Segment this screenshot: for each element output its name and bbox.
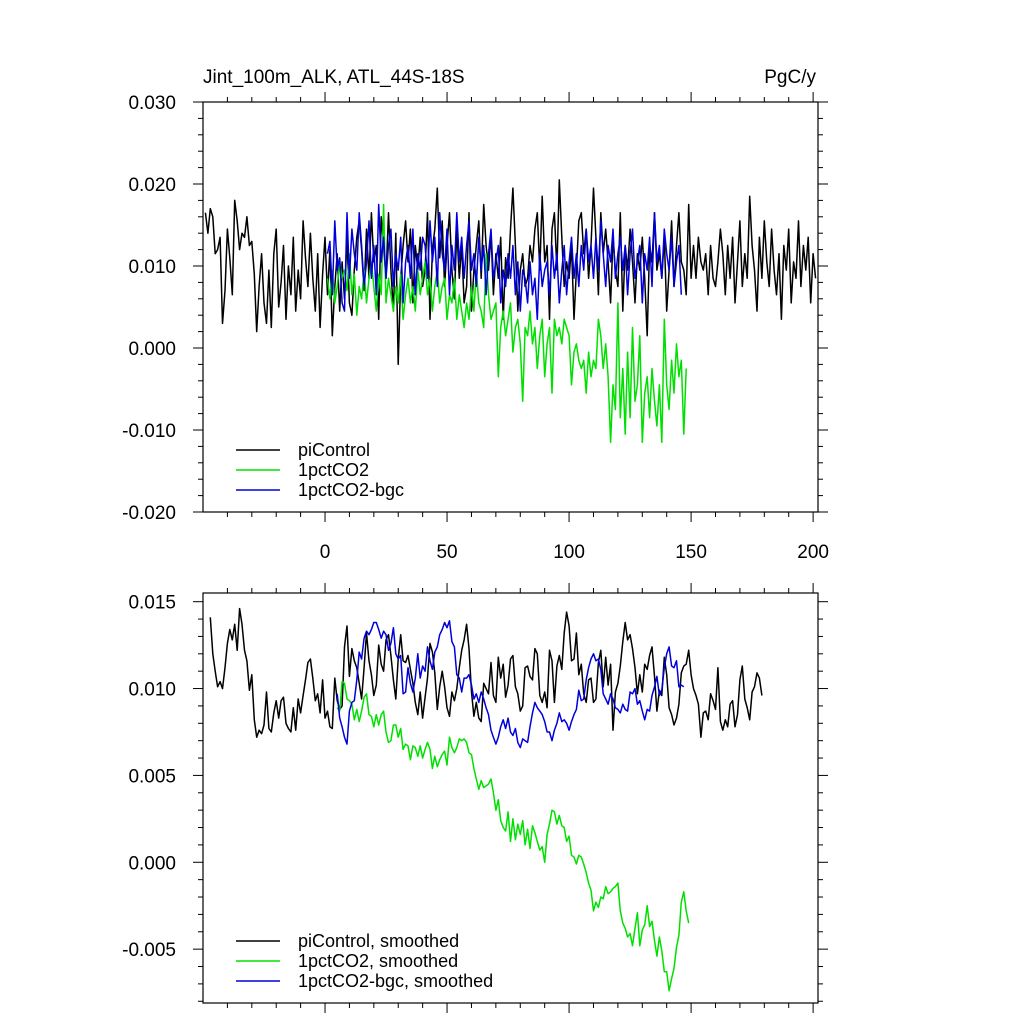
y-tick-label: 0.030 (128, 93, 176, 114)
x-tick-label: 200 (797, 542, 829, 563)
y-tick-label: 0.010 (128, 257, 176, 278)
series-line-1pctco2 (326, 203, 687, 444)
series-line-1pctco2-bgc (326, 203, 683, 321)
y-tick-label: -0.020 (122, 503, 176, 524)
y-tick-label: 0.000 (128, 853, 176, 874)
x-tick-label: 150 (675, 542, 707, 563)
legend-entry: piControl (298, 440, 370, 460)
x-tick-label: 50 (436, 542, 457, 563)
legend-entry: 1pctCO2-bgc (298, 480, 404, 500)
plot-frame (202, 592, 819, 1004)
chart-title: Jint_100m_ALK, ATL_44S-18S (203, 67, 465, 88)
y-tick-label: 0.010 (128, 680, 176, 701)
top-panel: 0 50 100 150 200 -0.020 -0.010 0.000 0.010 0.020 0… (122, 67, 829, 563)
bottom-panel: -0.005 0.000 0.005 0.010 0.015 piControl, smo… (122, 583, 828, 1013)
legend-entry: 1pctCO2-bgc, smoothed (298, 971, 493, 991)
y-tick-label: 0.015 (128, 593, 176, 614)
y-tick-label: 0.000 (128, 339, 176, 360)
plot-frame (202, 101, 819, 513)
x-tick-label: 0 (320, 542, 331, 563)
series-line-1pctco2-smoothed (336, 680, 690, 992)
x-tick-label: 100 (553, 542, 585, 563)
series-line-picontrol (204, 179, 817, 366)
legend-entry: piControl, smoothed (298, 931, 459, 951)
legend-entry: 1pctCO2, smoothed (298, 951, 458, 971)
units-label: PgC/y (764, 67, 816, 88)
y-tick-label: 0.020 (128, 175, 176, 196)
series-line-1pctco2-bgc-smoothed (336, 620, 685, 749)
legend-entry: 1pctCO2 (298, 460, 369, 480)
series-line-picontrol-smoothed (209, 607, 763, 738)
y-tick-label: 0.005 (128, 766, 176, 787)
y-tick-label: -0.010 (122, 421, 176, 442)
y-tick-label: -0.005 (122, 940, 176, 961)
